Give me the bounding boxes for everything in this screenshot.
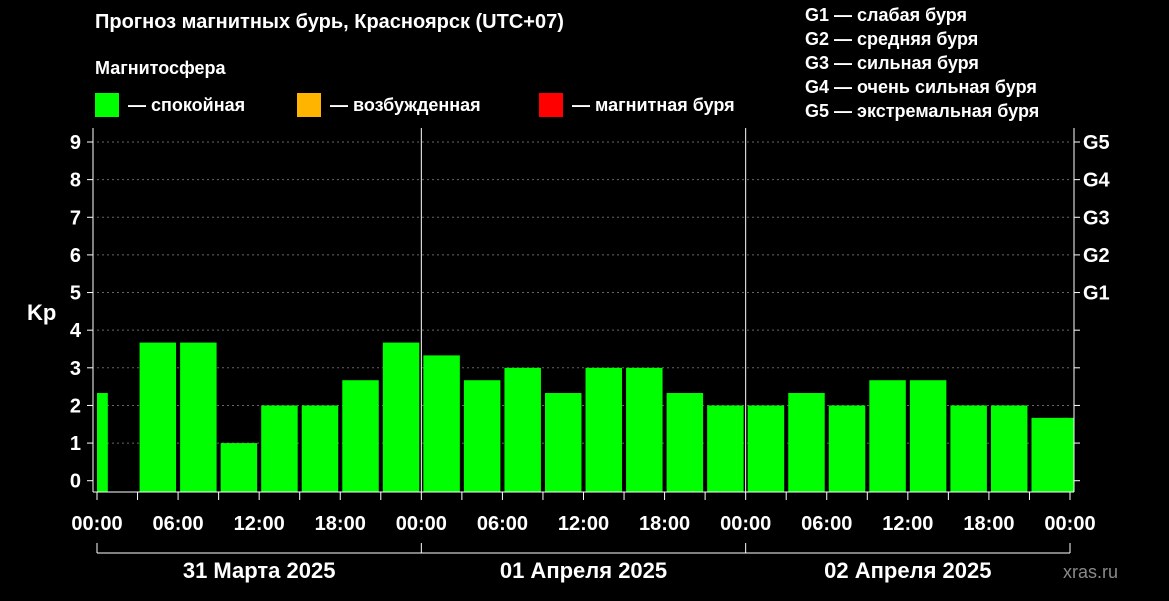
kp-bar (950, 405, 987, 492)
kp-bar (97, 393, 108, 492)
y-tick-label: 4 (70, 320, 82, 342)
kp-bar (261, 405, 298, 492)
x-tick-label: 06:00 (801, 513, 852, 535)
x-tick-label: 06:00 (477, 513, 528, 535)
legend-title: Магнитосфера (95, 58, 227, 78)
kp-bar (828, 405, 866, 492)
g-scale-legend: G1 — слабая буря G2 — средняя буря G3 — … (805, 5, 1039, 121)
y-tick-label: 9 (70, 132, 81, 154)
tick-labels: 0 1 2 3 4 5 6 7 8 9 G1 G2 G3 G4 G5 00:00 06:00 12:00 18:00… (70, 132, 1111, 583)
y-tick-label: 7 (70, 207, 81, 229)
kp-bar (585, 367, 623, 492)
y-tick-label: 5 (70, 283, 81, 305)
g-tick-label: G5 (1083, 132, 1110, 154)
legend-swatch-disturbed (297, 93, 321, 117)
kp-bar (747, 405, 785, 492)
kp-bar (301, 405, 339, 492)
axes (87, 128, 1080, 554)
day-label: 31 Марта 2025 (183, 558, 336, 583)
x-tick-label: 00:00 (71, 513, 122, 535)
x-tick-label: 12:00 (558, 513, 609, 535)
watermark: xras.ru (1063, 562, 1118, 582)
legend-label-calm: — спокойная (128, 95, 245, 115)
g-tick-label: G2 (1083, 245, 1110, 267)
g-tick-label: G4 (1083, 170, 1111, 192)
kp-bar (220, 443, 258, 492)
grid-lines (97, 128, 1070, 492)
g-scale-item: G3 — сильная буря (805, 53, 979, 73)
x-tick-label: 18:00 (963, 513, 1014, 535)
g-scale-item: G5 — экстремальная буря (805, 101, 1039, 121)
kp-bar (382, 342, 420, 492)
kp-bar (1063, 417, 1075, 492)
g-scale-item: G2 — средняя буря (805, 29, 978, 49)
g-scale-item: G4 — очень сильная буря (805, 77, 1037, 97)
kp-bar (423, 355, 460, 492)
y-tick-label: 3 (70, 358, 81, 380)
y-tick-label: 1 (70, 433, 81, 455)
g-tick-label: G3 (1083, 207, 1110, 229)
chart-title: Прогноз магнитных бурь, Красноярск (UTC+… (95, 11, 564, 33)
kp-bar (788, 393, 825, 492)
kp-bar (342, 380, 379, 492)
y-axis-label: Kp (27, 300, 56, 325)
kp-bar (504, 367, 541, 492)
y-tick-label: 2 (70, 395, 81, 417)
legend-swatch-calm (95, 93, 119, 117)
day-label: 02 Апреля 2025 (824, 558, 991, 583)
x-tick-label: 18:00 (315, 513, 366, 535)
g-tick-label: G1 (1083, 283, 1110, 305)
y-tick-label: 0 (70, 471, 81, 493)
kp-bar (463, 380, 501, 492)
x-tick-label: 00:00 (1044, 513, 1095, 535)
legend: — спокойная — возбужденная — магнитная б… (95, 93, 735, 117)
kp-bar (180, 342, 217, 492)
day-label: 01 Апреля 2025 (500, 558, 667, 583)
legend-label-disturbed: — возбужденная (330, 95, 481, 115)
kp-bar (1031, 417, 1068, 492)
kp-bar (666, 393, 704, 492)
g-scale-item: G1 — слабая буря (805, 5, 967, 25)
kp-bar (139, 342, 177, 492)
x-tick-label: 12:00 (882, 513, 933, 535)
bars (97, 342, 1075, 492)
kp-bar (544, 393, 582, 492)
legend-swatch-storm (539, 93, 563, 117)
x-tick-label: 06:00 (153, 513, 204, 535)
x-tick-label: 12:00 (234, 513, 285, 535)
x-tick-label: 00:00 (396, 513, 447, 535)
kp-bar (707, 405, 744, 492)
y-tick-label: 6 (70, 245, 81, 267)
y-tick-label: 8 (70, 170, 81, 192)
kp-bar (626, 367, 663, 492)
kp-bar (909, 380, 947, 492)
x-tick-label: 00:00 (720, 513, 771, 535)
kp-bar (990, 405, 1028, 492)
x-tick-label: 18:00 (639, 513, 690, 535)
kp-bar (869, 380, 906, 492)
legend-label-storm: — магнитная буря (572, 95, 735, 115)
